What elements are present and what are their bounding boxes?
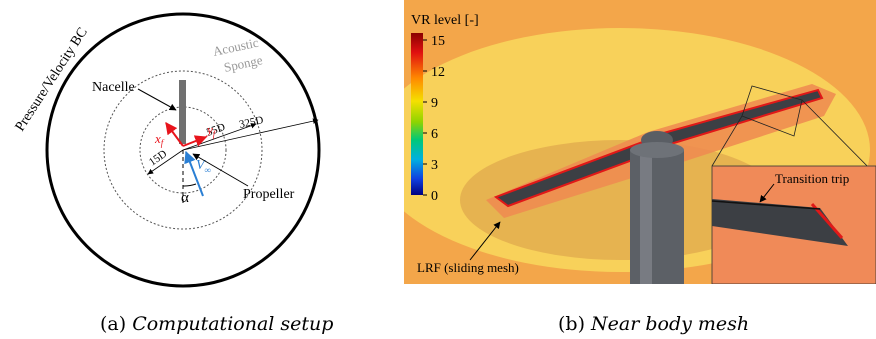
panel-b-mesh: Transition trip VR level [-] 15 12 9 6 3 0 LR… <box>404 0 876 284</box>
velocity-label: V∞ <box>196 158 211 175</box>
zoom-leader-2 <box>801 99 876 176</box>
dim-inner-line <box>147 149 184 175</box>
nacelle-label: Nacelle <box>92 80 135 95</box>
nacelle-pointer <box>137 88 177 111</box>
sponge-circle-outer <box>103 70 263 230</box>
colorbar-ticks: 15 12 9 6 3 0 <box>423 34 445 204</box>
dim-outer-label: 325D <box>238 114 264 131</box>
propeller-label: Propeller <box>243 187 295 202</box>
legend-title: VR level [-] <box>411 13 479 28</box>
nacelle-bar <box>179 80 186 144</box>
lrf-pointer <box>469 221 501 261</box>
caption-b: (b) Near body mesh <box>558 313 749 335</box>
zoom-blade-edge <box>810 203 844 239</box>
velocity-arrow <box>184 150 204 197</box>
angle-label: α <box>181 190 189 206</box>
trip-label: Transition trip <box>775 171 849 186</box>
lrf-label: LRF (sliding mesh) <box>417 260 519 275</box>
nacelle-cylinder <box>630 150 684 284</box>
caption-a: (a) Computational setup <box>100 313 333 335</box>
propeller-pointer <box>192 153 249 187</box>
angle-arc <box>182 183 197 187</box>
colorbar-tick-label: 6 <box>431 127 438 142</box>
xf-label: xf <box>154 131 165 148</box>
yf-label: yf <box>205 122 217 139</box>
sponge-circle-inner <box>139 106 227 194</box>
trip-pointer <box>759 183 775 203</box>
panel-a-setup: Pressure/Velocity BC Acoustic Sponge Nac… <box>13 12 321 288</box>
colorbar-tick-label: 0 <box>431 189 438 204</box>
colorbar-tick-label: 9 <box>431 96 438 111</box>
zoom-leader-1 <box>711 115 743 167</box>
colorbar-tick-label: 15 <box>431 34 445 49</box>
colorbar <box>411 33 423 195</box>
transition-trip-line <box>711 200 821 210</box>
colorbar-tick-label: 12 <box>431 65 445 80</box>
dim-inner-label: 15D <box>147 148 169 169</box>
nacelle-highlight <box>640 150 652 284</box>
zoom-blade <box>712 199 848 246</box>
colorbar-tick-label: 3 <box>431 158 438 173</box>
xf-axis-arrow <box>165 122 184 147</box>
lrf-ellipse-lower <box>460 140 780 260</box>
outer-boundary-circle <box>45 12 321 288</box>
yf-axis-arrow <box>182 135 208 147</box>
nacelle-top <box>630 142 684 158</box>
